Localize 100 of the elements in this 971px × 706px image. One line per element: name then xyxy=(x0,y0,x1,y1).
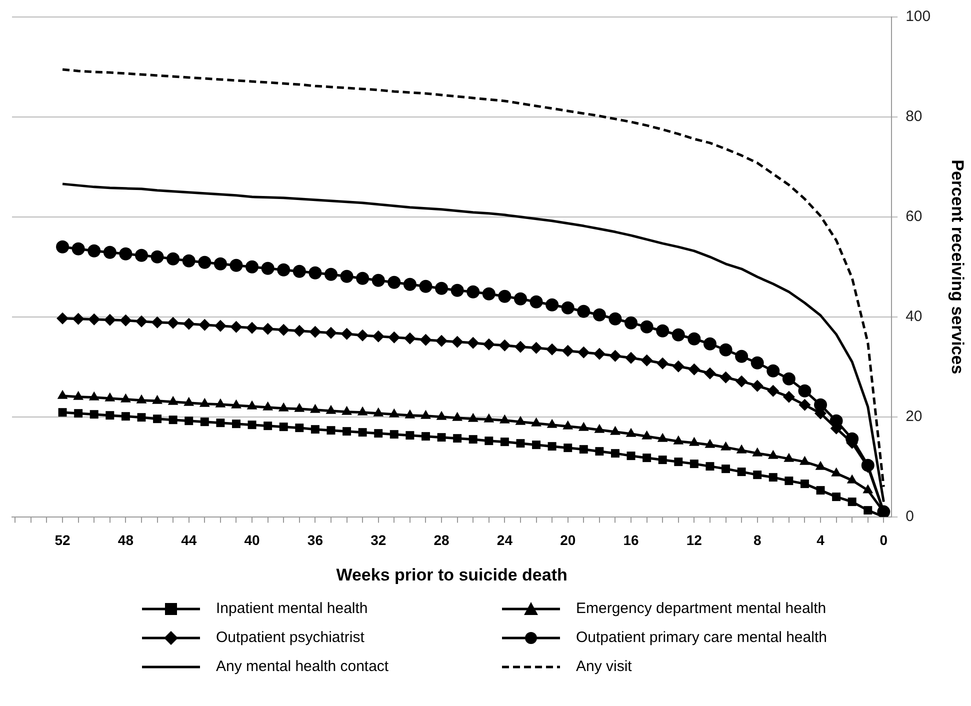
point xyxy=(295,424,304,432)
point xyxy=(308,266,322,280)
x-tick-label: 16 xyxy=(623,532,640,548)
point xyxy=(610,449,620,458)
point xyxy=(151,316,164,328)
point xyxy=(182,254,196,268)
x-tick-label: 8 xyxy=(753,532,762,548)
point xyxy=(435,282,448,295)
point xyxy=(798,398,811,411)
point xyxy=(135,315,148,328)
point xyxy=(595,447,604,456)
x-tick-label: 24 xyxy=(496,532,513,548)
point xyxy=(150,250,164,264)
point xyxy=(703,337,716,350)
point xyxy=(374,429,383,438)
point xyxy=(451,336,464,348)
point xyxy=(548,442,556,451)
point xyxy=(342,427,352,436)
point xyxy=(406,431,414,440)
point xyxy=(578,346,590,358)
point xyxy=(532,440,541,450)
point xyxy=(232,420,240,428)
point xyxy=(516,439,525,448)
point xyxy=(72,312,84,325)
point xyxy=(766,364,780,378)
point xyxy=(106,411,114,420)
point xyxy=(688,363,700,376)
point xyxy=(182,318,195,330)
point xyxy=(134,248,148,262)
point xyxy=(246,322,258,334)
point xyxy=(166,252,180,266)
point xyxy=(356,272,370,285)
point xyxy=(672,328,685,342)
point xyxy=(404,332,416,344)
point xyxy=(720,371,732,384)
point xyxy=(358,428,367,437)
point xyxy=(200,418,209,426)
point xyxy=(625,352,638,364)
point xyxy=(466,285,480,298)
x-tick-label: 28 xyxy=(434,532,450,548)
point xyxy=(278,324,290,336)
point xyxy=(768,473,778,482)
point xyxy=(546,298,559,312)
legend-label: Outpatient psychiatrist xyxy=(216,629,364,646)
point xyxy=(437,433,446,442)
point xyxy=(326,426,336,435)
legend-label: Any visit xyxy=(576,658,632,675)
point xyxy=(608,312,622,326)
point xyxy=(848,498,856,506)
point xyxy=(690,460,698,468)
point xyxy=(722,464,730,474)
point xyxy=(120,314,132,326)
point xyxy=(562,344,574,357)
point xyxy=(750,356,764,370)
point xyxy=(216,418,225,428)
point xyxy=(56,312,69,324)
point xyxy=(372,274,385,287)
y-axis-title: Percent receiving services xyxy=(948,160,968,374)
y-tick-label: 100 xyxy=(906,8,931,26)
point xyxy=(103,246,116,259)
point xyxy=(198,318,211,331)
point xyxy=(214,320,226,332)
point xyxy=(324,268,338,281)
point xyxy=(388,276,401,289)
point xyxy=(388,331,400,344)
point xyxy=(688,332,701,346)
point xyxy=(421,432,430,441)
point xyxy=(737,468,746,476)
x-tick-label: 48 xyxy=(118,532,134,548)
point xyxy=(88,313,100,326)
point xyxy=(784,476,794,486)
point xyxy=(514,340,526,353)
point xyxy=(782,390,795,403)
point xyxy=(310,425,320,434)
y-tick-label: 40 xyxy=(906,308,922,326)
point xyxy=(864,506,872,515)
point xyxy=(719,343,732,356)
legend-label: Emergency department mental health xyxy=(576,600,826,617)
point xyxy=(814,398,828,412)
point xyxy=(592,308,606,322)
point xyxy=(119,247,132,260)
point xyxy=(656,324,670,338)
point xyxy=(577,304,590,318)
point xyxy=(735,350,748,363)
point xyxy=(340,270,354,283)
point xyxy=(264,422,272,430)
point xyxy=(561,301,574,314)
point xyxy=(498,339,511,352)
point xyxy=(167,316,180,329)
point xyxy=(624,316,638,330)
point xyxy=(593,348,606,360)
x-tick-label: 44 xyxy=(181,532,197,548)
point xyxy=(640,354,653,366)
point xyxy=(484,436,494,446)
point xyxy=(642,454,652,462)
legend-label: Outpatient primary care mental health xyxy=(576,629,827,646)
point xyxy=(706,462,714,471)
point xyxy=(309,326,322,338)
x-axis-title: Weeks prior to suicide death xyxy=(336,565,568,584)
point xyxy=(564,444,572,452)
